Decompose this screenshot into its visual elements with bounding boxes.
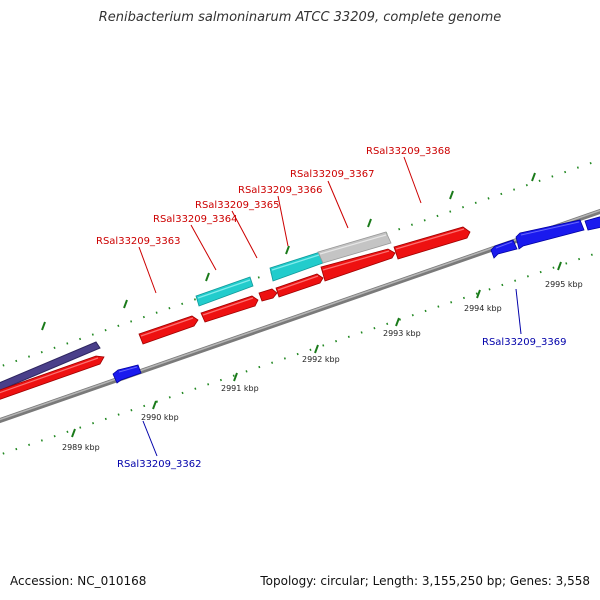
scale-label-2993: 2993 kbp bbox=[383, 329, 421, 338]
gene-RSal33209_3367 bbox=[320, 248, 396, 282]
accession-label: Accession: NC_010168 bbox=[10, 574, 147, 588]
scale-label-2990: 2990 kbp bbox=[141, 413, 179, 422]
scale-label-2995: 2995 kbp bbox=[545, 280, 583, 289]
gene-label-3363: RSal33209_3363 bbox=[96, 236, 180, 247]
gray-feature bbox=[317, 231, 392, 264]
upper-major-ticks bbox=[41, 172, 536, 331]
reverse-genes bbox=[112, 216, 600, 384]
gene-label-3367: RSal33209_3367 bbox=[290, 169, 374, 180]
lower-major-ticks bbox=[71, 261, 562, 438]
gene-RSal33209_3368 bbox=[393, 226, 471, 260]
gene-RSal33209_3370 bbox=[584, 216, 600, 231]
forward-genes bbox=[0, 226, 471, 400]
gene-label-3364: RSal33209_3364 bbox=[153, 214, 237, 225]
scale-label-2994: 2994 kbp bbox=[464, 304, 502, 313]
gene-label-3362: RSal33209_3362 bbox=[117, 459, 201, 470]
gene-RSal33209_3369-b bbox=[515, 219, 585, 250]
scale-label-2989: 2989 kbp bbox=[62, 443, 100, 452]
topology-summary: Topology: circular; Length: 3,155,250 bp… bbox=[260, 574, 590, 588]
scale-label-2992: 2992 kbp bbox=[302, 355, 340, 364]
gene-RSal33209_3362-left bbox=[0, 355, 105, 400]
gene-RSal33209_3363 bbox=[138, 315, 199, 345]
dark-feature bbox=[0, 341, 101, 391]
map-title: Renibacterium salmoninarum ATCC 33209, c… bbox=[98, 10, 502, 25]
gene-label-3366: RSal33209_3366 bbox=[238, 185, 322, 196]
genome-backbone bbox=[0, 208, 600, 424]
gene-RSal33209_3369-a bbox=[490, 239, 518, 259]
gene-RSal33209_3365 bbox=[258, 288, 278, 302]
gene-label-3369: RSal33209_3369 bbox=[482, 337, 566, 348]
gene-label-3368: RSal33209_3368 bbox=[366, 146, 450, 157]
gene-RSal33209_3362 bbox=[112, 364, 142, 384]
scale-label-2991: 2991 kbp bbox=[221, 384, 259, 393]
gene-RSal33209_3366 bbox=[275, 273, 324, 298]
gene-label-3365: RSal33209_3365 bbox=[195, 200, 279, 211]
reverse-leader-lines bbox=[142, 288, 522, 457]
gene-RSal33209_3364 bbox=[200, 295, 259, 323]
forward-leader-lines bbox=[138, 156, 422, 294]
